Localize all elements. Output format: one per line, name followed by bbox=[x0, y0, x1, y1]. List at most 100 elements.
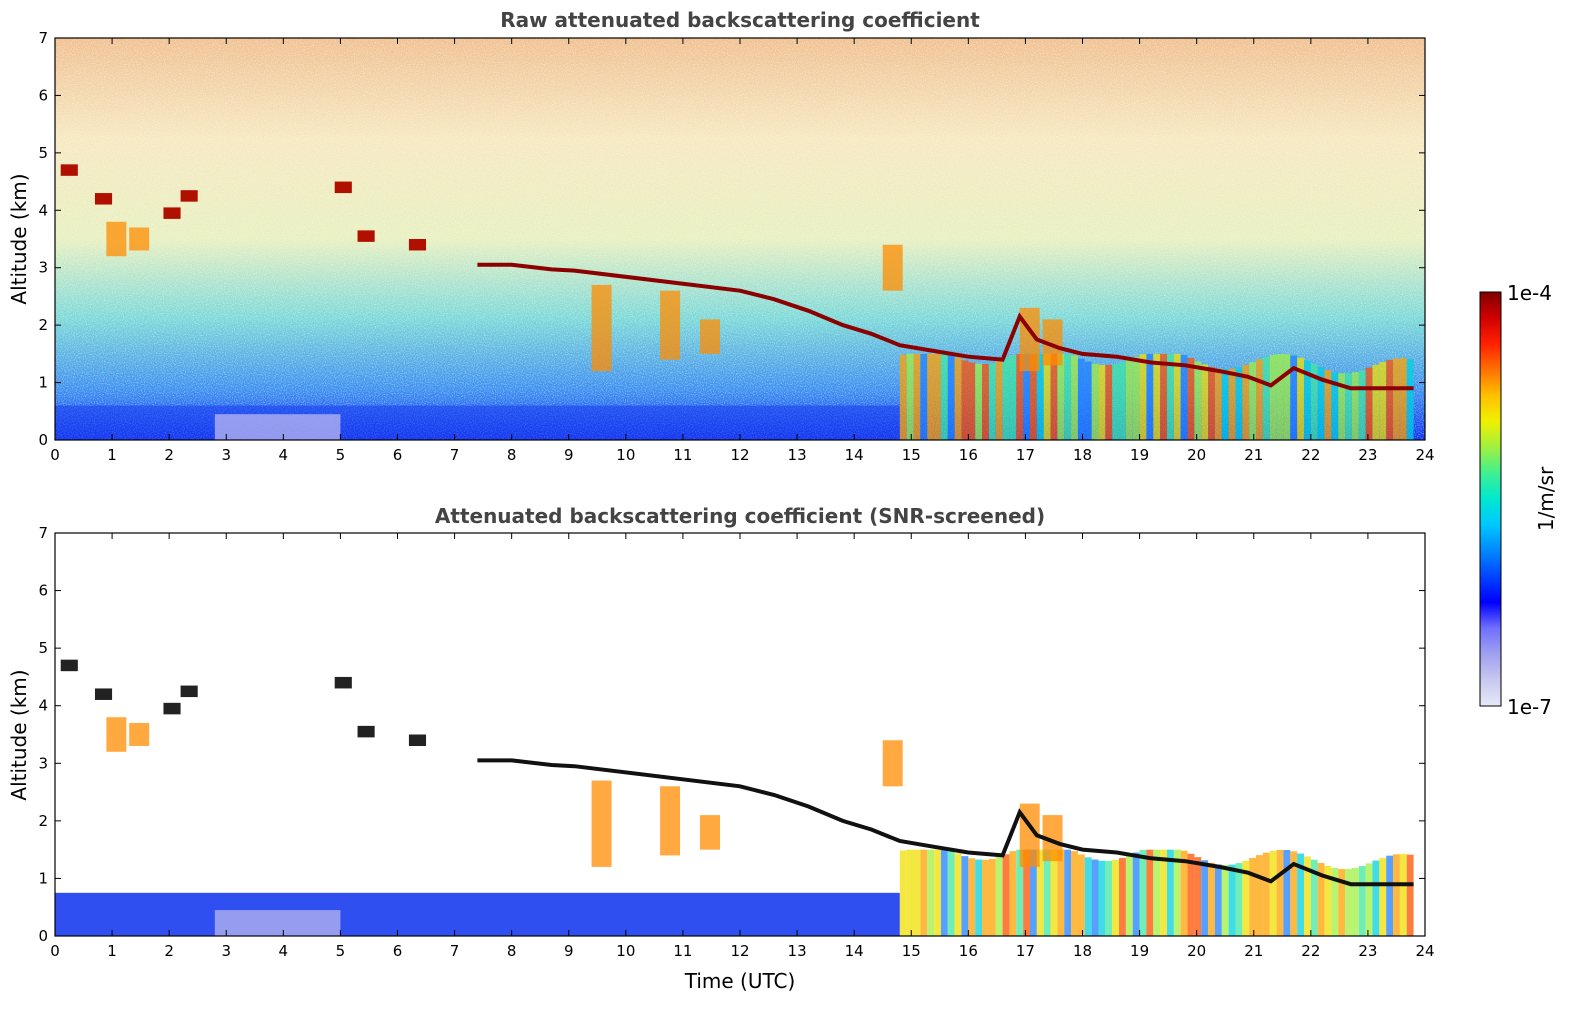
cloud-column bbox=[1317, 863, 1325, 936]
cloud-column bbox=[968, 362, 976, 440]
cloud-column bbox=[1283, 354, 1291, 440]
y-tick-label: 4 bbox=[38, 697, 48, 715]
cloud-column bbox=[1064, 353, 1072, 440]
x-tick-label: 18 bbox=[1073, 942, 1092, 960]
x-tick-label: 13 bbox=[788, 942, 807, 960]
cloud-patch bbox=[334, 181, 352, 194]
cloud-column bbox=[1016, 849, 1024, 936]
cloud-column bbox=[1242, 860, 1250, 936]
cloud-column bbox=[1262, 356, 1270, 440]
cloud-column bbox=[1091, 859, 1099, 936]
x-tick-label: 22 bbox=[1301, 942, 1320, 960]
cloud-column bbox=[1276, 354, 1284, 440]
cloud-column bbox=[1393, 358, 1400, 440]
cloud-column bbox=[1290, 851, 1298, 936]
cloud-column bbox=[1139, 354, 1147, 440]
cloud-column bbox=[1365, 863, 1373, 936]
cloud-column bbox=[1009, 851, 1017, 936]
cloud-column bbox=[1297, 357, 1304, 440]
cloud-column bbox=[1372, 860, 1380, 936]
panel-title: Attenuated backscattering coefficient (S… bbox=[435, 504, 1045, 528]
cloud-patch bbox=[180, 685, 198, 698]
cloud-column bbox=[940, 849, 948, 936]
cloud-column bbox=[1050, 849, 1058, 936]
x-tick-label: 22 bbox=[1301, 446, 1320, 464]
cloud-column bbox=[1201, 364, 1209, 440]
x-tick-label: 15 bbox=[902, 446, 921, 464]
cloud-column bbox=[1351, 867, 1359, 936]
cloud-patch bbox=[94, 193, 113, 205]
y-axis-ticks: 0 1 2 3 4 5 6 7 bbox=[38, 524, 1425, 945]
cloud-column bbox=[934, 849, 941, 936]
cloud-column bbox=[1310, 859, 1318, 936]
cloud-column bbox=[940, 353, 948, 440]
cloud-layer-line bbox=[477, 262, 1414, 391]
virga-streak bbox=[882, 244, 903, 291]
cloud-column bbox=[906, 353, 914, 440]
cloud-patch bbox=[180, 190, 198, 202]
cloud-column bbox=[1036, 849, 1044, 936]
cloud-column bbox=[1262, 852, 1270, 936]
cloud-column bbox=[968, 858, 976, 936]
cloud-column bbox=[1125, 855, 1133, 936]
cloud-column bbox=[1221, 865, 1229, 936]
cloud-column bbox=[1372, 364, 1380, 440]
x-tick-label: 20 bbox=[1187, 446, 1206, 464]
cloud-features bbox=[55, 659, 1414, 936]
cloud-column bbox=[913, 353, 921, 440]
cloud-column bbox=[1160, 353, 1167, 440]
y-tick-label: 2 bbox=[38, 812, 48, 830]
cloud-column bbox=[1098, 364, 1106, 440]
cloud-column bbox=[1310, 363, 1318, 440]
panel-snr-screened: Attenuated backscattering coefficient (S… bbox=[7, 504, 1435, 993]
cloud-column bbox=[1091, 363, 1099, 440]
cloud-column bbox=[906, 849, 914, 936]
cloud-column bbox=[1105, 860, 1113, 936]
y-tick-label: 5 bbox=[38, 639, 48, 657]
cloud-column bbox=[1358, 370, 1366, 440]
cloud-patch bbox=[94, 688, 113, 700]
cloud-column bbox=[1043, 353, 1051, 440]
y-tick-label: 6 bbox=[38, 582, 48, 600]
x-tick-label: 20 bbox=[1187, 942, 1206, 960]
y-tick-label: 6 bbox=[38, 86, 48, 104]
y-tick-label: 1 bbox=[38, 869, 48, 887]
cloud-column bbox=[1228, 864, 1236, 936]
cloud-column bbox=[1029, 353, 1037, 440]
cloud-column bbox=[1173, 353, 1181, 440]
virga-streak bbox=[591, 284, 612, 372]
cloud-column bbox=[1084, 857, 1092, 936]
cloud-column bbox=[975, 859, 983, 936]
cloud-column bbox=[1166, 849, 1174, 936]
cloud-column bbox=[1345, 373, 1352, 440]
cloud-column bbox=[1119, 857, 1126, 936]
y-tick-label: 4 bbox=[38, 201, 48, 219]
x-tick-label: 8 bbox=[507, 446, 517, 464]
cloud-column bbox=[947, 354, 955, 440]
cloud-column bbox=[1180, 850, 1188, 936]
cloud-column bbox=[1214, 368, 1222, 440]
x-tick-label: 11 bbox=[673, 446, 692, 464]
virga-streak bbox=[591, 780, 612, 867]
x-tick-label: 8 bbox=[507, 942, 517, 960]
cloud-column bbox=[1036, 353, 1044, 440]
x-tick-label: 21 bbox=[1244, 446, 1263, 464]
cloud-column bbox=[927, 353, 935, 440]
colorbar-max-label: 1e-4 bbox=[1507, 281, 1552, 305]
cloud-column bbox=[934, 353, 941, 440]
panel-raw: Raw attenuated backscattering coefficien… bbox=[7, 8, 1435, 464]
y-tick-label: 2 bbox=[38, 316, 48, 334]
cloud-column bbox=[1331, 867, 1339, 936]
x-tick-label: 2 bbox=[164, 446, 174, 464]
cloud-column bbox=[1194, 361, 1202, 440]
cloud-column bbox=[1160, 849, 1167, 936]
x-tick-label: 1 bbox=[107, 942, 117, 960]
cloud-column bbox=[947, 850, 955, 936]
x-axis-ticks: 0 1 2 3 4 5 6 7 8 9 10 11 12 13 14 15 16 17 18 19 20 21 22 23 24 bbox=[50, 533, 1435, 960]
cloud-column bbox=[1029, 849, 1037, 936]
boundary-layer bbox=[55, 892, 900, 936]
cloud-column bbox=[1358, 866, 1366, 936]
x-tick-label: 5 bbox=[336, 942, 346, 960]
cloud-column bbox=[920, 849, 928, 936]
